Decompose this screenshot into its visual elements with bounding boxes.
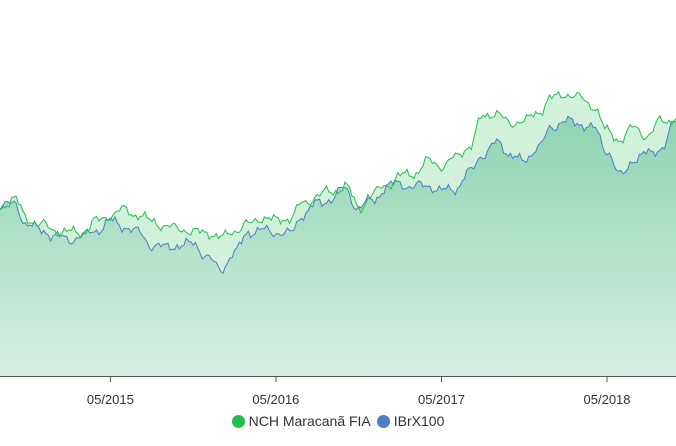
legend: NCH Maracanã FIA IBrX100 <box>0 410 676 432</box>
x-tick-label: 05/2016 <box>252 392 299 407</box>
legend-item-ibrx[interactable]: IBrX100 <box>376 413 445 429</box>
fund-line <box>0 90 676 241</box>
x-tick-label: 05/2018 <box>584 392 631 407</box>
legend-swatch-fund <box>231 414 245 428</box>
legend-label-ibrx: IBrX100 <box>393 413 445 429</box>
ibrx-area <box>0 116 676 377</box>
x-axis-ticks: 05/2015 05/2016 05/2017 05/2018 <box>87 376 631 407</box>
x-tick-label: 05/2015 <box>87 392 134 407</box>
ibrx-line <box>0 115 676 275</box>
legend-swatch-ibrx <box>376 414 390 428</box>
legend-label-fund: NCH Maracanã FIA <box>248 413 371 429</box>
x-tick-label: 05/2017 <box>418 392 465 407</box>
legend-item-fund[interactable]: NCH Maracanã FIA <box>231 413 371 429</box>
